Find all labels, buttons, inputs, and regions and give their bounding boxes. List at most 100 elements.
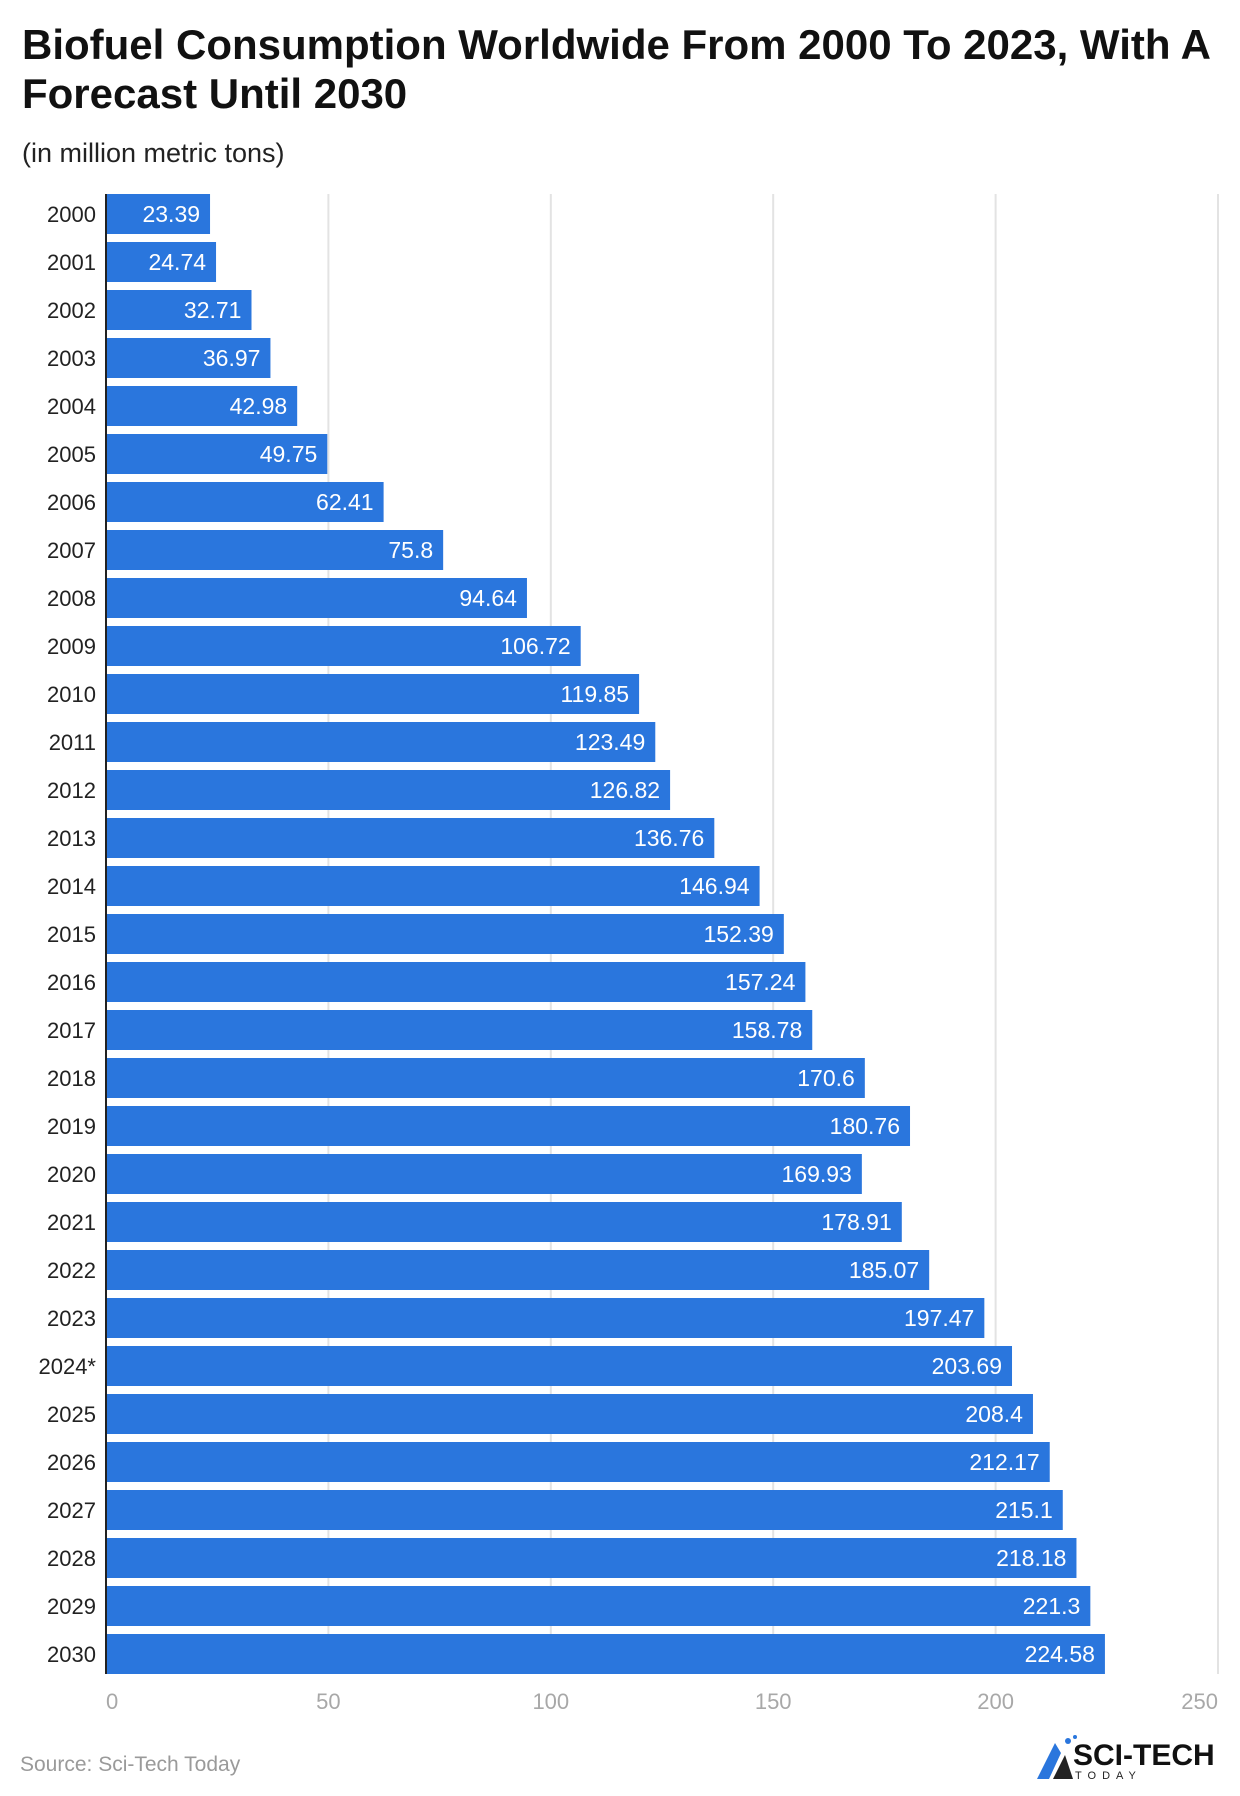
y-tick-label: 2006 xyxy=(47,490,96,515)
bar xyxy=(106,1394,1033,1434)
y-tick-label: 2007 xyxy=(47,538,96,563)
y-tick-label: 2028 xyxy=(47,1546,96,1571)
value-label: 75.8 xyxy=(388,537,433,563)
x-tick-label: 50 xyxy=(316,1689,340,1714)
bar xyxy=(106,962,806,1002)
x-tick-label: 250 xyxy=(1181,1689,1218,1714)
bar xyxy=(106,914,784,954)
y-tick-label: 2003 xyxy=(47,346,96,371)
value-label: 224.58 xyxy=(1025,1641,1095,1667)
value-label: 106.72 xyxy=(500,633,570,659)
value-label: 23.39 xyxy=(142,201,200,227)
bar xyxy=(106,818,715,858)
bar xyxy=(106,1490,1063,1530)
value-label: 158.78 xyxy=(732,1017,802,1043)
value-label: 136.76 xyxy=(634,825,704,851)
y-tick-label: 2027 xyxy=(47,1498,96,1523)
bar xyxy=(106,1442,1050,1482)
bar xyxy=(106,290,252,330)
bar xyxy=(106,1010,813,1050)
value-label: 152.39 xyxy=(703,921,773,947)
value-label: 24.74 xyxy=(148,249,206,275)
y-tick-label: 2015 xyxy=(47,922,96,947)
bar xyxy=(106,1106,911,1146)
value-label: 119.85 xyxy=(560,681,629,707)
bar xyxy=(106,1202,902,1242)
y-tick-label: 2026 xyxy=(47,1450,96,1475)
bar xyxy=(106,530,444,570)
y-tick-label: 2005 xyxy=(47,442,96,467)
y-tick-label: 2022 xyxy=(47,1258,96,1283)
y-tick-label: 2016 xyxy=(47,970,96,995)
y-tick-label: 2012 xyxy=(47,778,96,803)
bar xyxy=(106,1154,862,1194)
y-tick-label: 2004 xyxy=(47,394,96,419)
value-label: 218.18 xyxy=(996,1545,1066,1571)
bar xyxy=(106,1346,1013,1386)
bar xyxy=(106,1538,1077,1578)
chart-subtitle: (in million metric tons) xyxy=(22,138,285,168)
y-tick-label: 2029 xyxy=(47,1594,96,1619)
value-label: 169.93 xyxy=(781,1161,851,1187)
bar xyxy=(106,434,328,474)
value-label: 215.1 xyxy=(995,1497,1053,1523)
value-label: 197.47 xyxy=(904,1305,974,1331)
y-tick-label: 2019 xyxy=(47,1114,96,1139)
y-tick-label: 2014 xyxy=(47,874,96,899)
y-tick-label: 2002 xyxy=(47,298,96,323)
value-label: 157.24 xyxy=(725,969,796,995)
value-label: 126.82 xyxy=(590,777,660,803)
value-label: 32.71 xyxy=(184,297,242,323)
value-label: 123.49 xyxy=(575,729,645,755)
y-tick-label: 2008 xyxy=(47,586,96,611)
logo-mark-icon xyxy=(1037,1743,1061,1779)
y-tick-label: 2001 xyxy=(47,250,96,275)
y-tick-label: 2024* xyxy=(38,1354,96,1379)
source-note: Source: Sci-Tech Today xyxy=(20,1753,241,1776)
y-tick-label: 2030 xyxy=(47,1642,96,1667)
bar xyxy=(106,1250,930,1290)
y-tick-label: 2011 xyxy=(49,730,96,755)
bar xyxy=(106,1634,1105,1674)
y-tick-label: 2013 xyxy=(47,826,96,851)
bar xyxy=(106,770,671,810)
logo-text: SCI-TECH xyxy=(1073,1739,1215,1772)
bar xyxy=(106,194,211,234)
bar xyxy=(106,482,384,522)
chart-title: Biofuel Consumption Worldwide From 2000 … xyxy=(22,21,1210,117)
y-tick-label: 2018 xyxy=(47,1066,96,1091)
x-tick-label: 100 xyxy=(532,1689,569,1714)
bar xyxy=(106,626,581,666)
bar xyxy=(106,1298,985,1338)
bar xyxy=(106,674,640,714)
x-tick-label: 0 xyxy=(106,1689,118,1714)
value-label: 221.3 xyxy=(1023,1593,1081,1619)
bar xyxy=(106,386,298,426)
value-label: 49.75 xyxy=(260,441,318,467)
y-tick-label: 2010 xyxy=(47,682,96,707)
y-tick-label: 2020 xyxy=(47,1162,96,1187)
value-label: 42.98 xyxy=(230,393,288,419)
value-label: 62.41 xyxy=(316,489,374,515)
y-tick-label: 2025 xyxy=(47,1402,96,1427)
bar xyxy=(106,722,656,762)
value-label: 178.91 xyxy=(821,1209,891,1235)
value-label: 170.6 xyxy=(797,1065,855,1091)
bar xyxy=(106,866,760,906)
y-tick-label: 2009 xyxy=(47,634,96,659)
value-label: 208.4 xyxy=(965,1401,1023,1427)
value-label: 36.97 xyxy=(203,345,261,371)
bar xyxy=(106,1586,1091,1626)
value-label: 185.07 xyxy=(849,1257,919,1283)
logo-subtext: TODAY xyxy=(1075,1770,1142,1781)
sci-tech-today-logo: SCI-TECH TODAY xyxy=(1037,1735,1215,1781)
x-tick-label: 150 xyxy=(755,1689,792,1714)
bar xyxy=(106,578,527,618)
y-tick-label: 2021 xyxy=(47,1210,96,1235)
bar-chart: 0 50 100 150 200 250 23.39 2000 24.74 2001 32.71 20… xyxy=(38,194,1219,1714)
bar xyxy=(106,1058,865,1098)
y-tick-label: 2000 xyxy=(47,202,96,227)
y-tick-label: 2017 xyxy=(47,1018,96,1043)
value-label: 180.76 xyxy=(830,1113,900,1139)
value-label: 146.94 xyxy=(679,873,750,899)
